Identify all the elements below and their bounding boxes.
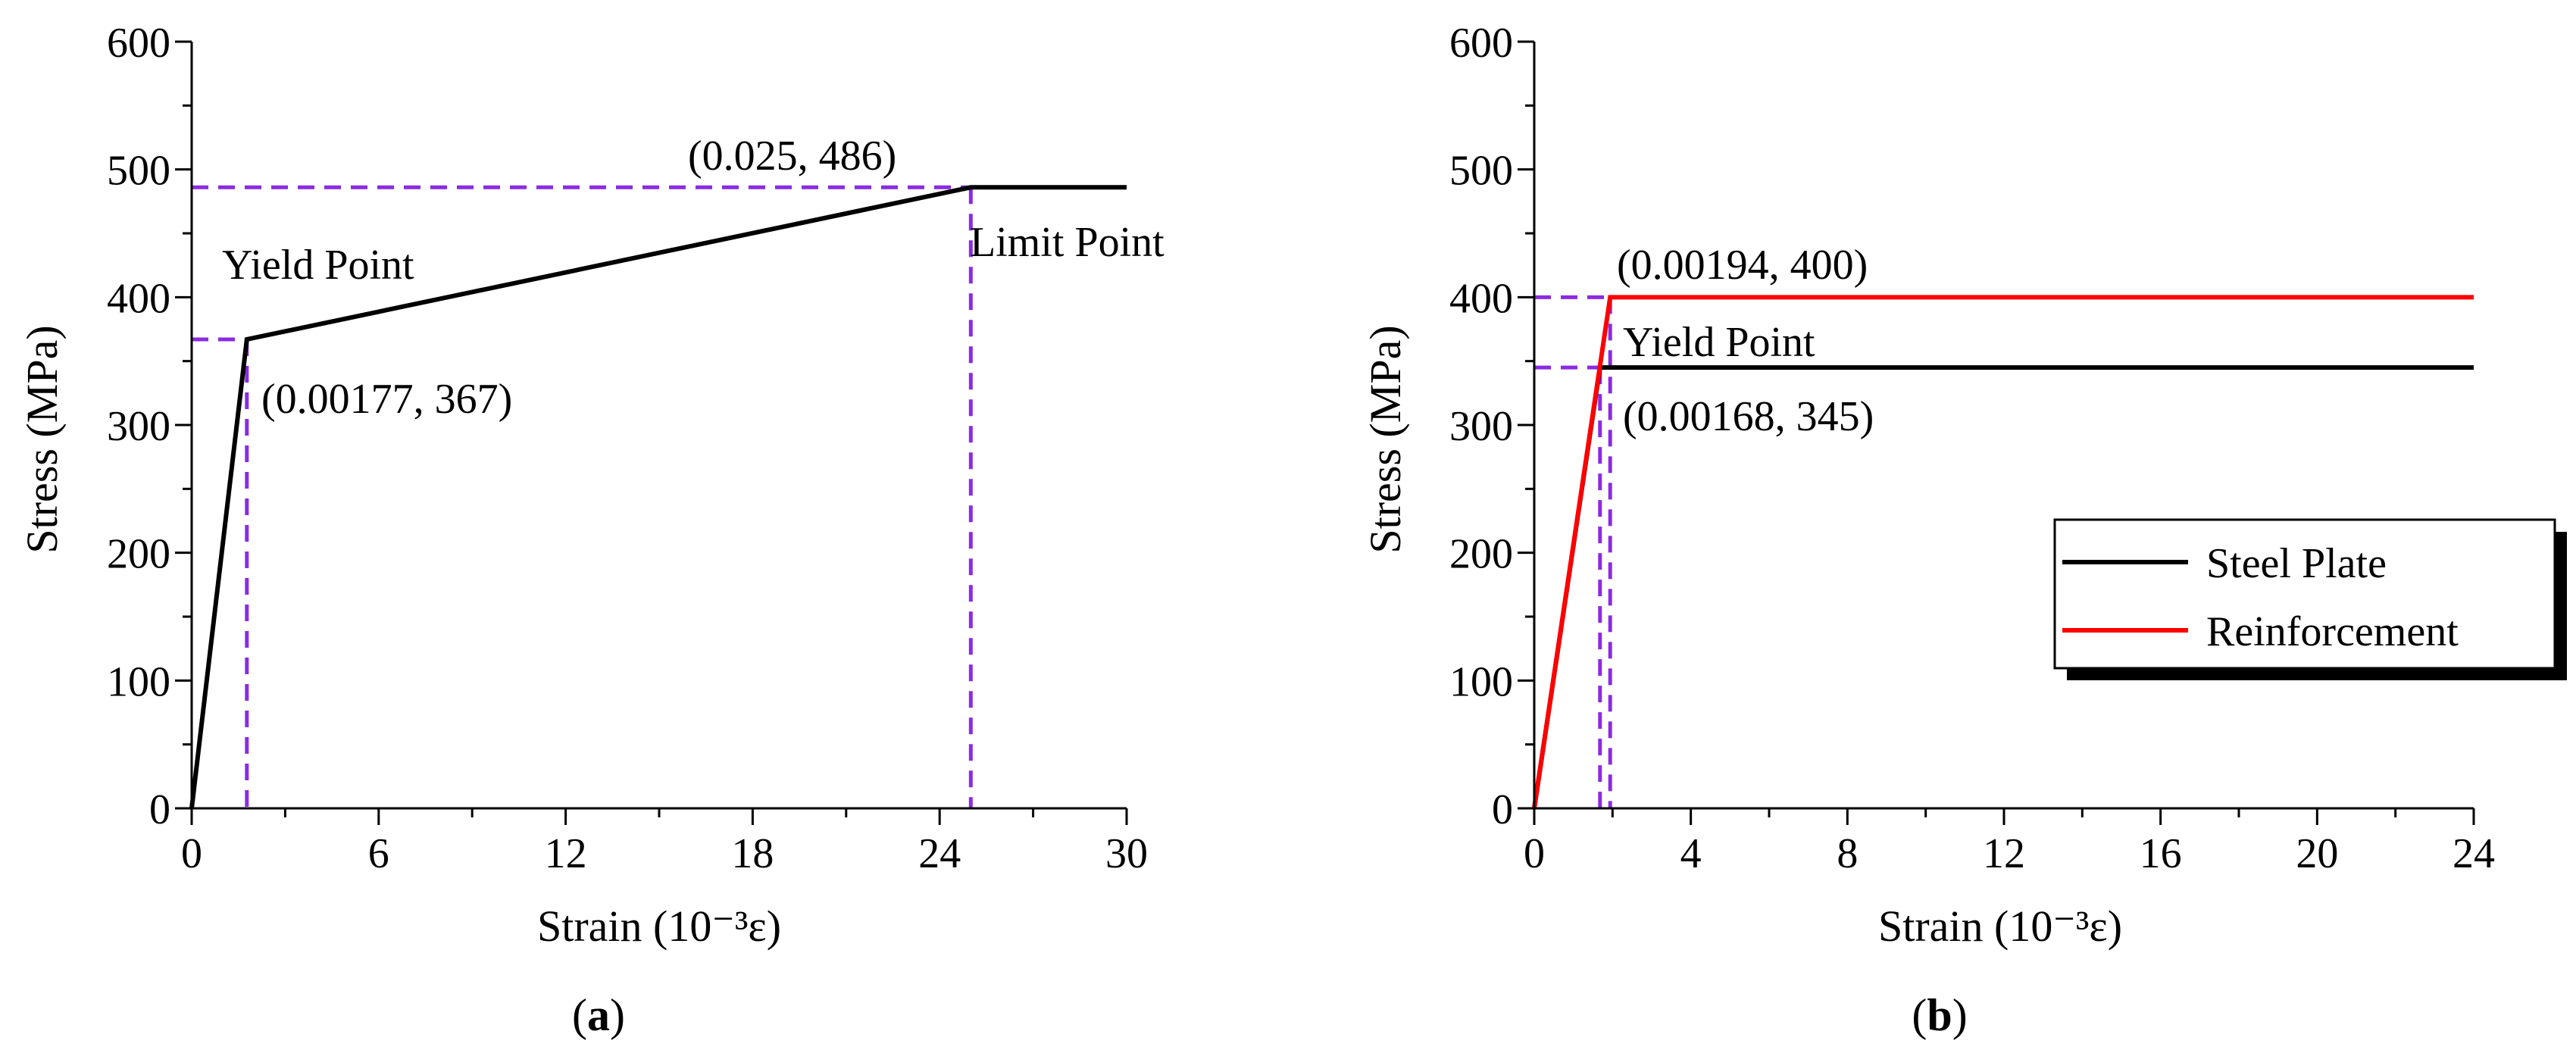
y-tick-label: 100 (1449, 658, 1513, 705)
y-tick-label: 300 (1449, 403, 1513, 450)
series-line-reinforcement (1532, 295, 2474, 809)
y-tick-label: 200 (1449, 531, 1513, 578)
panel-b-xlabel: Strain (10⁻³ε) (1878, 901, 2122, 951)
y-tick-label: 200 (107, 531, 170, 578)
y-tick-label: 300 (107, 403, 170, 450)
panel-b-ylabel: Stress (MPa) (1361, 325, 1410, 553)
x-tick-label: 24 (2453, 830, 2495, 877)
panel-a-panel-label: (a) (572, 990, 625, 1040)
legend-label-reinforcement: Reinforcement (2206, 608, 2459, 655)
panel-b-annotation-yield-label: Yield Point (1623, 319, 1815, 366)
panel-b-panel-label: (b) (1912, 990, 1967, 1040)
panel-a-xlabel: Strain (10⁻³ε) (537, 901, 781, 951)
legend-label-steel-plate: Steel Plate (2206, 540, 2387, 587)
x-tick-label: 12 (1983, 830, 2025, 877)
panel-b-chart: 0 4 8 12 16 20 24 0 100 200 300 400 500 600 Stress (M… (1361, 20, 2567, 1040)
legend: Steel Plate Reinforcement (2053, 518, 2567, 680)
legend-box (2053, 518, 2556, 670)
panel-a-annotation-yield-label: Yield Point (222, 242, 414, 289)
panel-a-ylabel: Stress (MPa) (17, 325, 67, 553)
y-tick-label: 400 (1449, 275, 1513, 322)
x-tick-label: 4 (1680, 830, 1702, 877)
panel-a-annotation-limit-coords: (0.025, 486) (688, 133, 896, 180)
x-tick-label: 0 (181, 830, 202, 877)
series-line-stress-strain (189, 185, 1127, 809)
x-tick-label: 16 (2140, 830, 2182, 877)
x-tick-label: 12 (545, 830, 587, 877)
x-tick-label: 8 (1837, 830, 1858, 877)
x-tick-label: 18 (731, 830, 774, 877)
x-tick-label: 20 (2296, 830, 2338, 877)
x-tick-label: 30 (1105, 830, 1148, 877)
panel-b-annotation-reinf-coords: (0.00194, 400) (1617, 242, 1868, 289)
y-tick-label: 0 (1492, 786, 1513, 833)
y-tick-label: 500 (107, 148, 170, 195)
panel-a-annotation-yield-coords: (0.00177, 367) (261, 376, 512, 423)
x-tick-label: 0 (1524, 830, 1545, 877)
x-tick-label: 6 (368, 830, 389, 877)
y-tick-label: 600 (1449, 20, 1513, 67)
y-tick-label: 0 (149, 786, 170, 833)
y-tick-label: 100 (107, 658, 170, 705)
panel-a-annotation-limit-label: Limit Point (970, 219, 1165, 266)
panel-b-annotation-steel-coords: (0.00168, 345) (1623, 393, 1874, 440)
y-tick-label: 400 (107, 275, 170, 322)
x-tick-label: 24 (918, 830, 961, 877)
y-tick-label: 500 (1449, 148, 1513, 195)
y-tick-label: 600 (107, 20, 170, 67)
